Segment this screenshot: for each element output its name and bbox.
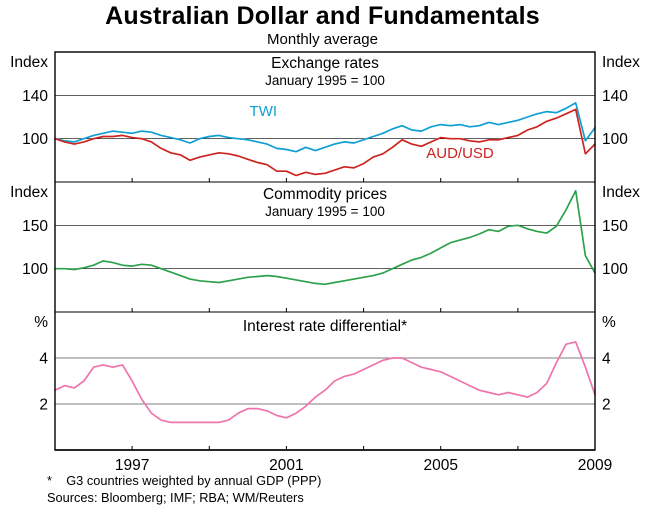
y-tick-label-left: 2: [39, 397, 48, 414]
y-tick-label-right: 150: [602, 218, 628, 235]
y-tick-label-left: 4: [39, 351, 48, 368]
series-label-aud-usd: AUD/USD: [426, 145, 494, 162]
y-tick-label-right: 100: [602, 131, 628, 148]
series-label-twi: TWI: [250, 103, 278, 120]
x-tick-label: 1997: [115, 457, 149, 474]
x-tick-label: 2001: [269, 457, 303, 474]
series-line-commodity-prices: [54, 189, 596, 286]
panel-2-subheading: January 1995 = 100: [265, 204, 385, 219]
axis-unit-left: %: [34, 314, 48, 331]
panel-3-heading: Interest rate differential*: [242, 318, 408, 335]
sources-note: Sources: Bloomberg; IMF; RBA; WM/Reuters: [47, 490, 304, 505]
y-tick-label-right: 2: [602, 397, 611, 414]
axis-unit-right: Index: [602, 54, 640, 71]
chart-subtitle: Monthly average: [267, 31, 378, 48]
axis-unit-right: %: [602, 314, 616, 331]
series-line-aud-usd: [54, 108, 596, 177]
series-line-interest-rate-differential: [54, 341, 596, 424]
y-tick-label-right: 100: [602, 261, 628, 278]
axis-unit-left: Index: [10, 54, 48, 71]
y-tick-label-left: 100: [22, 261, 48, 278]
panel-1-heading: Exchange rates: [271, 55, 379, 72]
plot-frame: [54, 51, 596, 451]
series-line-twi: [54, 102, 596, 153]
y-tick-label-left: 150: [22, 218, 48, 235]
footnote: * G3 countries weighted by annual GDP (P…: [47, 473, 322, 488]
y-tick-label-left: 100: [22, 131, 48, 148]
axis-unit-right: Index: [602, 184, 640, 201]
panel-2-heading: Commodity prices: [262, 186, 388, 203]
panel-1-subheading: January 1995 = 100: [265, 73, 385, 88]
y-tick-label-right: 4: [602, 351, 611, 368]
x-tick-label: 2005: [423, 457, 457, 474]
chart-title: Australian Dollar and Fundamentals: [105, 2, 540, 30]
x-tick-label: 2009: [578, 457, 612, 474]
y-tick-label-right: 140: [602, 88, 628, 105]
axis-unit-left: Index: [10, 184, 48, 201]
y-tick-label-left: 140: [22, 88, 48, 105]
